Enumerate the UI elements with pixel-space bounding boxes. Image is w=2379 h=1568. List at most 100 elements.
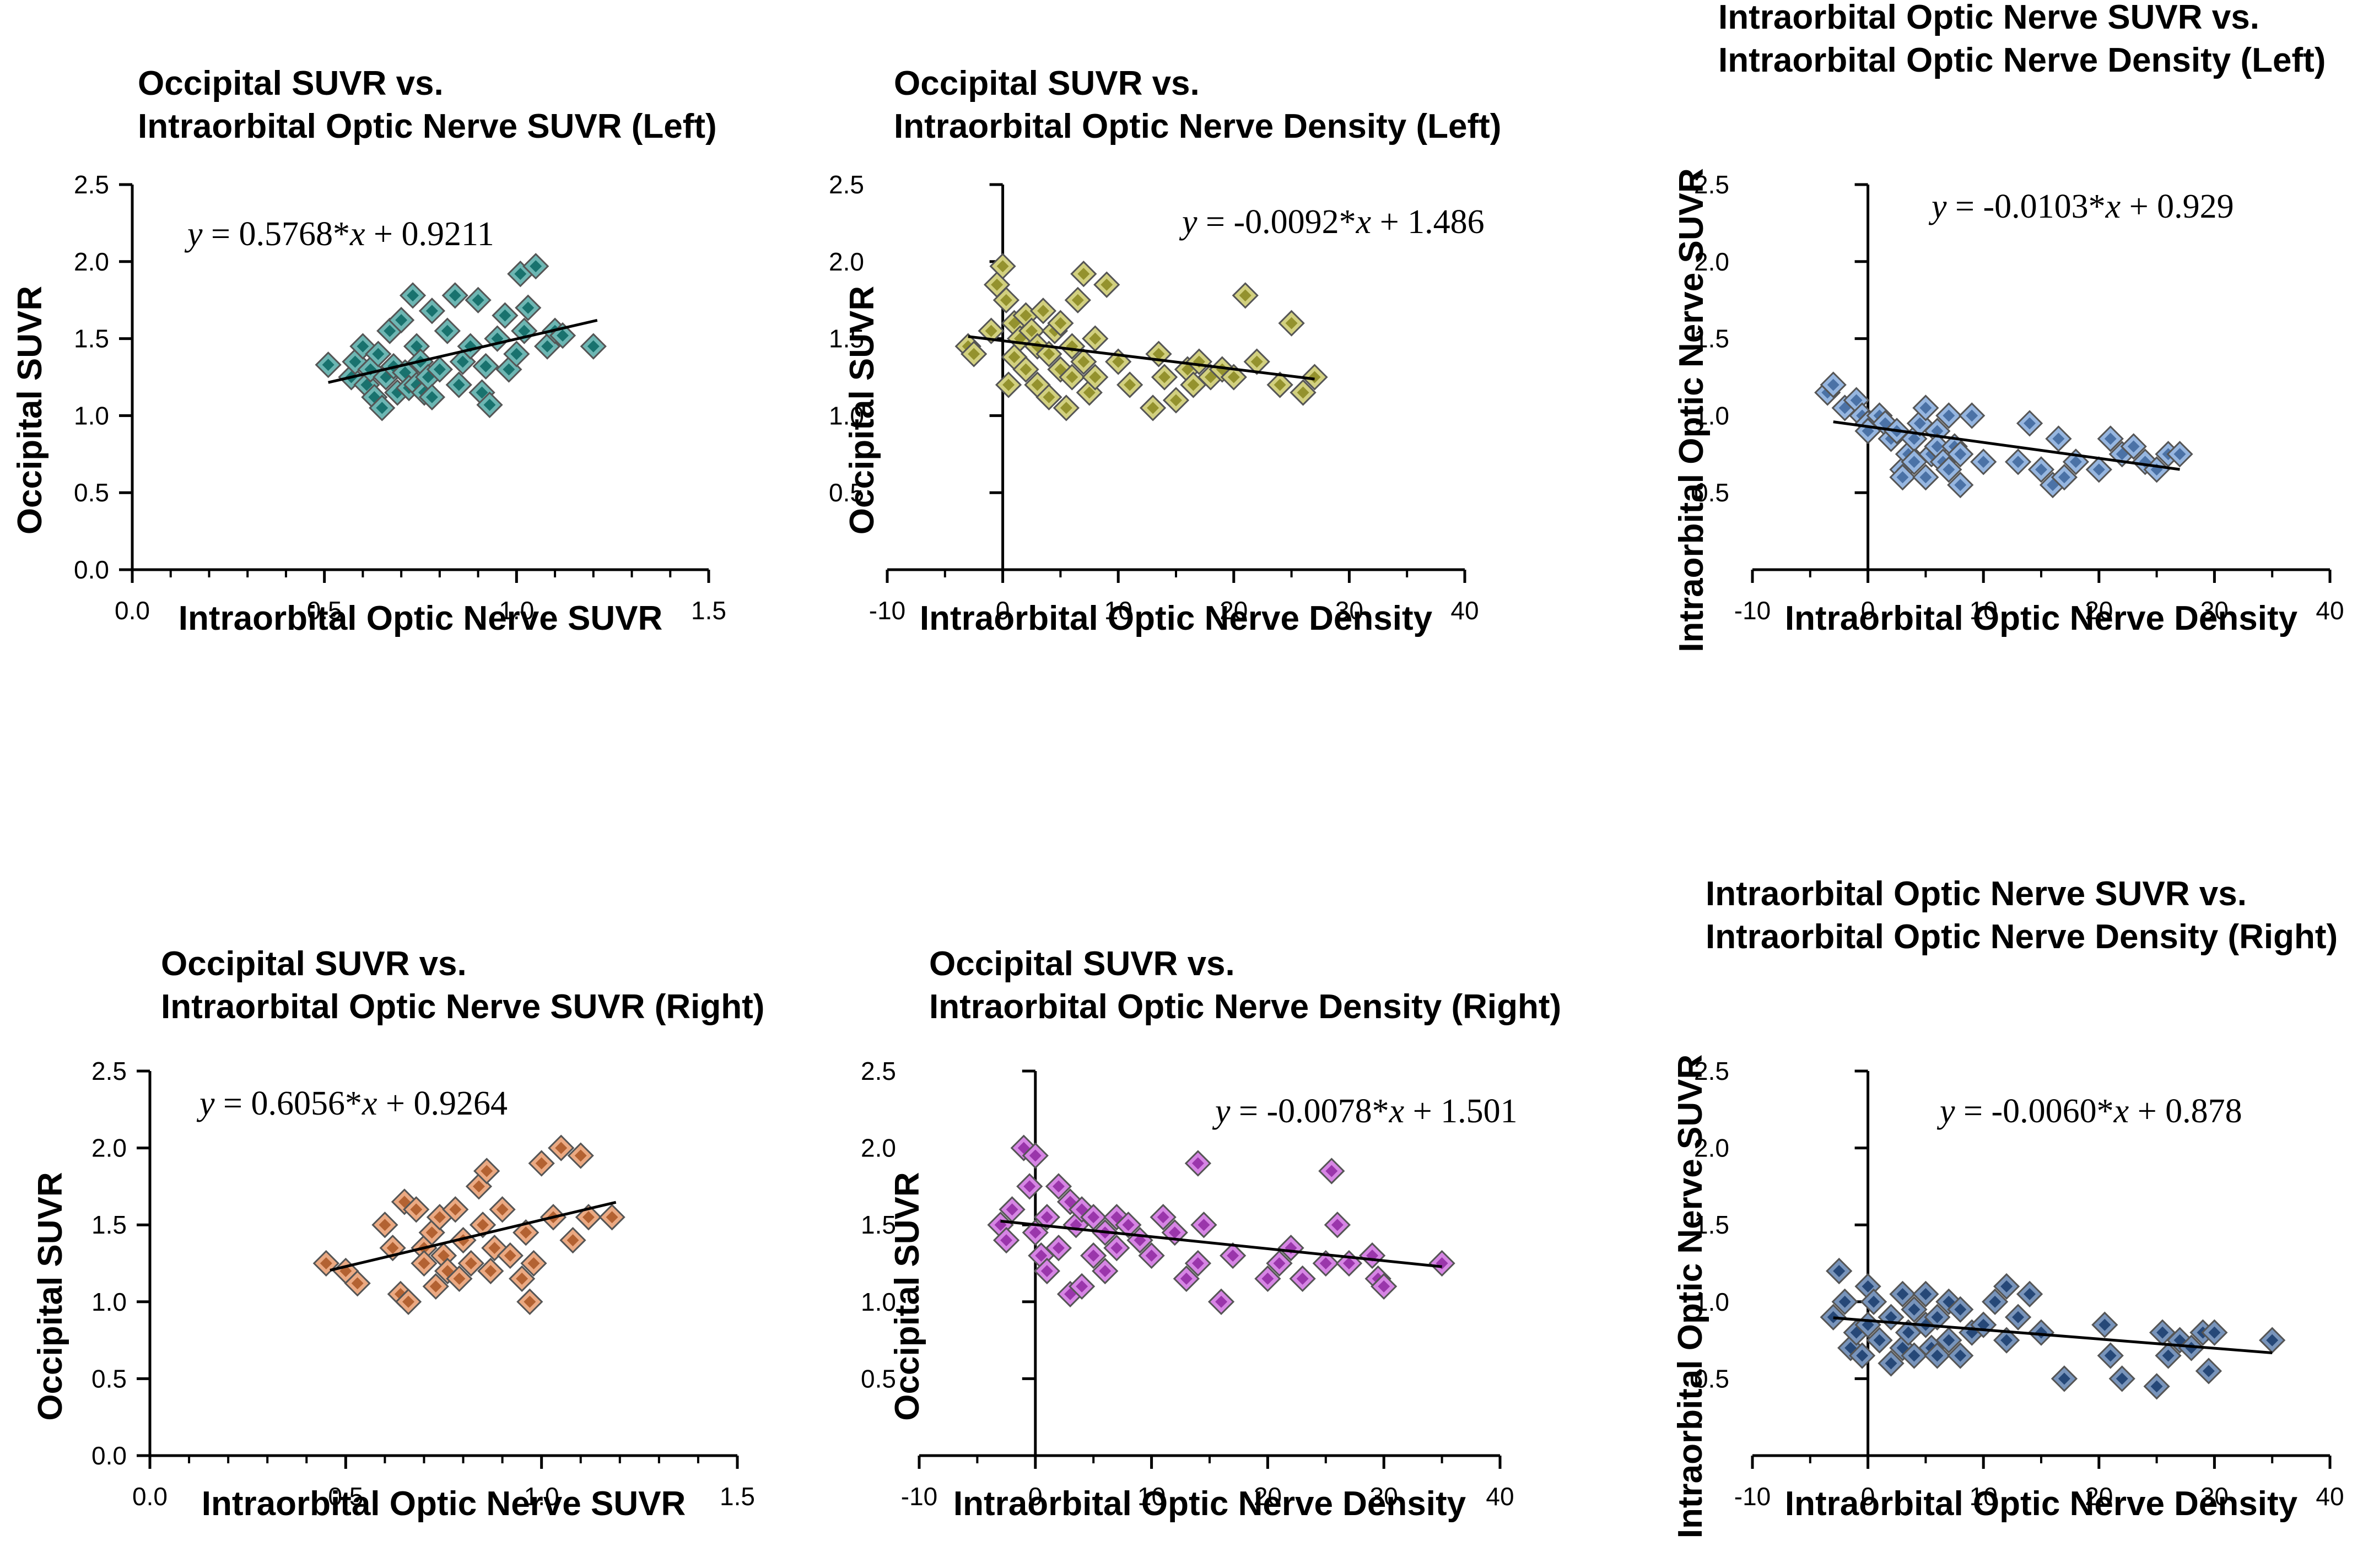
data-point [2195,1358,2222,1385]
data-point-core [2024,1288,2036,1300]
y-tick-label: 1.0 [1694,401,1729,430]
x-axis-label: Intraorbital Optic Nerve Density [920,599,1433,637]
data-point-core [496,1203,509,1216]
data-point [1103,1234,1130,1262]
data-point [1335,1250,1363,1277]
data-point [1012,356,1039,383]
data-point [418,383,446,410]
x-tick-label: 20 [2085,596,2113,625]
data-point-core [516,1272,528,1285]
data-point-core [1885,1357,1897,1370]
data-point [559,1226,586,1254]
data-point-core [376,402,389,414]
data-point [418,298,446,325]
data-point [1912,1280,1939,1307]
data-point-core [1285,317,1298,329]
y-tick-label: 1.5 [1694,1210,1729,1239]
data-point [1145,340,1172,367]
data-point-core [483,398,496,411]
data-point-core [555,1142,568,1154]
data-point [492,302,519,329]
data-point-core [479,360,492,372]
data-point [989,253,1016,280]
data-point [1358,1242,1386,1269]
data-point-core [1827,379,1839,391]
data-point-core [1378,1280,1390,1293]
x-tick-label: 40 [1450,596,1479,625]
y-tick-label: 1.0 [1694,1288,1729,1316]
x-tick-label: 0.0 [115,596,150,625]
data-point-core [1250,355,1263,368]
data-point-core [379,1219,391,1231]
data-point [1970,448,1997,475]
data-point [2155,1342,2182,1369]
regression-line [1000,1219,1442,1268]
data-point-core [1152,348,1165,360]
chart-title-line: Occipital SUVR vs. [894,64,1200,102]
data-point-core [481,1165,493,1177]
data-point-core [1023,1180,1036,1193]
data-point-core [587,340,600,353]
data-point-core [1037,305,1049,317]
data-point [520,1250,547,1277]
data-point [411,1250,438,1277]
data-point [1082,364,1109,391]
data-point-core [1147,402,1159,414]
data-point-core [499,309,511,322]
data-point [2143,1373,2170,1400]
data-point [1184,1250,1212,1277]
data-point-core [1954,479,1967,491]
data-point-core [527,1257,540,1269]
data-point [2016,1280,2043,1307]
x-tick-label: 0 [1861,1482,1875,1511]
data-point-core [1931,1349,1944,1362]
data-point-core [1157,1211,1169,1224]
data-point [2051,464,2078,491]
chart-panel-6: Intraorbital Optic Nerve SUVR vs. Intraor… [1671,875,2344,1538]
data-point [1935,1327,1962,1354]
data-point-core [1002,379,1015,391]
data-point-core [514,268,527,280]
data-point [2004,448,2032,475]
data-point-core [1977,456,1990,468]
data-point [2097,1342,2124,1369]
data-point [1924,1342,1951,1369]
data-point-core [1054,317,1067,329]
regression-line [330,1201,617,1272]
data-point-core [2000,1280,2013,1293]
data-point-core [425,305,438,317]
x-tick-label: 10 [1970,596,1998,625]
data-point-core [1008,351,1021,364]
data-point-core [2092,463,2105,476]
data-point [995,371,1022,398]
data-point [1045,1173,1072,1200]
data-point-core [1077,268,1090,280]
data-point-core [320,1257,332,1269]
data-point [1207,1288,1235,1315]
data-point [1878,1304,1905,1331]
data-point [1993,1273,2020,1300]
data-point [2091,1311,2118,1338]
x-tick-label: 1.0 [524,1482,559,1511]
data-point [1912,394,1939,421]
data-point [961,340,988,367]
data-point-core [349,355,362,368]
data-point-core [2156,1326,2169,1339]
chart-title-line: Intraorbital Optic Nerve SUVR vs. [1706,875,2247,913]
data-point-core [1308,371,1321,383]
data-point [469,1212,497,1239]
data-point-core [1943,463,1955,476]
data-point-core [1239,289,1251,302]
y-tick-label: 0.5 [829,478,864,507]
data-point [1092,1257,1119,1285]
data-point-core [557,329,569,342]
data-point [1093,271,1120,298]
data-point [1115,1212,1142,1239]
data-point-core [452,379,465,391]
data-point-core [968,348,980,360]
data-point [1082,325,1109,352]
data-point-core [2058,471,2070,484]
data-point-core [1862,1280,1874,1293]
data-point [1878,1350,1905,1377]
y-tick-label: 0.5 [861,1364,896,1393]
